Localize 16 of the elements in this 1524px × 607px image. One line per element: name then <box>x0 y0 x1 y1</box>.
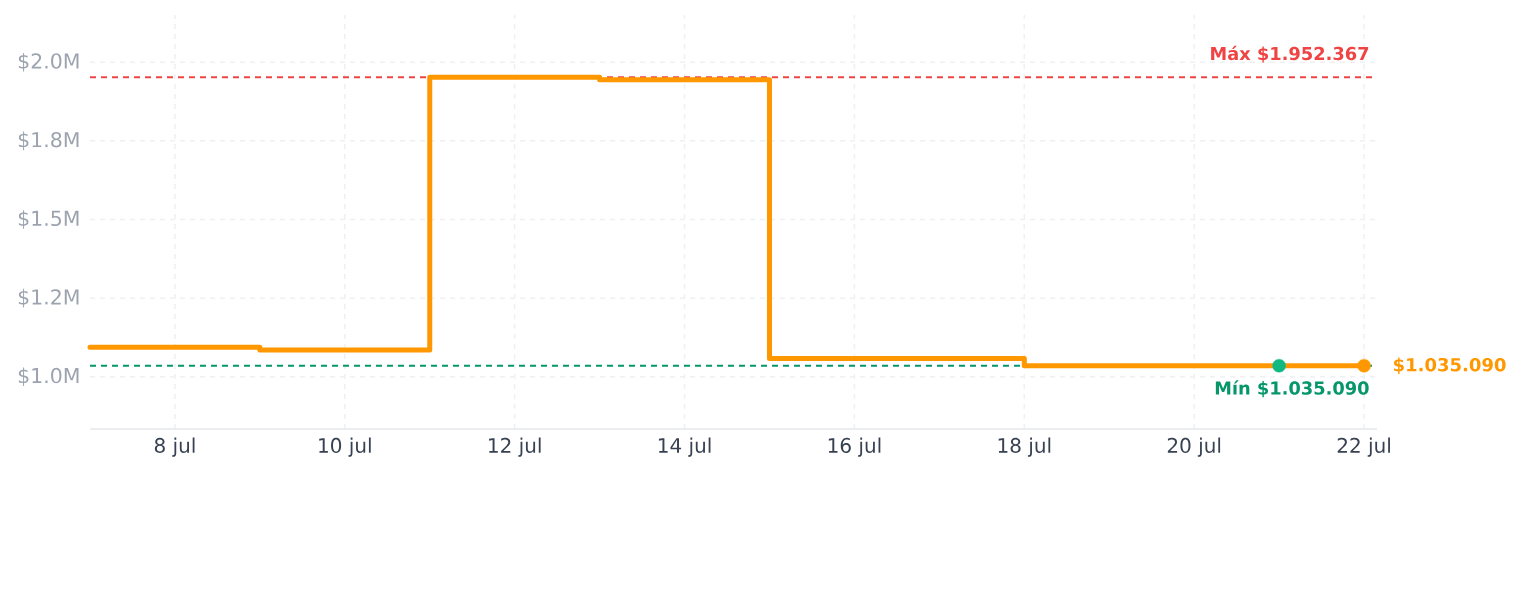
x-tick-label: 8 jul <box>154 437 195 457</box>
y-tick-label: $1.8M <box>18 131 79 151</box>
y-tick-label: $2.0M <box>18 52 79 72</box>
x-tick-label: 16 jul <box>828 437 881 457</box>
x-tick-label: 18 jul <box>998 437 1051 457</box>
x-tick-label: 20 jul <box>1167 437 1221 457</box>
annotation: $1.035.090 <box>1393 357 1506 374</box>
y-tick-label: $1.2M <box>18 288 79 308</box>
x-tick-label: 10 jul <box>319 437 371 457</box>
ref-line-label: Mín $1.035.090 <box>1215 380 1369 398</box>
x-tick-label: 14 jul <box>658 437 711 457</box>
x-tick-label: 12 jul <box>489 437 541 457</box>
x-tick-label: 22 jul <box>1337 437 1390 457</box>
ref-line-label: Máx $1.952.367 <box>1211 45 1369 63</box>
y-tick-label: $1.0M <box>18 367 79 387</box>
y-tick-label: $1.5M <box>18 210 79 229</box>
